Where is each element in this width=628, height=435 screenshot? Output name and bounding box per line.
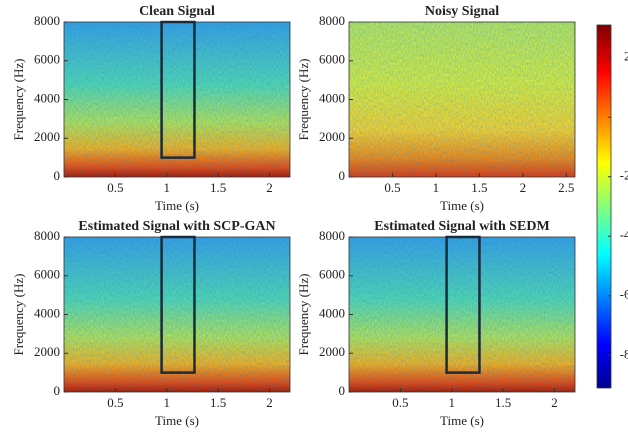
spectrogram-texture: [64, 237, 290, 392]
panel-title: Estimated Signal with SEDM: [374, 219, 549, 234]
x-tick-label: 2: [266, 180, 273, 195]
x-tick-label: 2: [520, 180, 527, 195]
colorbar-tick-label: -20: [620, 168, 628, 183]
x-tick-label: 2: [551, 395, 558, 410]
colorbar-tick-label: -60: [620, 287, 628, 302]
colorbar: [596, 24, 612, 389]
x-tick-label: 2.5: [558, 180, 574, 195]
y-tick-label: 0: [339, 383, 346, 398]
x-tick-label: 1: [163, 395, 170, 410]
y-tick-label: 2000: [34, 129, 60, 144]
y-tick-label: 8000: [34, 13, 60, 28]
y-tick-label: 0: [54, 168, 61, 183]
x-tick-label: 1.5: [471, 180, 487, 195]
panel-title: Estimated Signal with SCP-GAN: [78, 219, 275, 234]
y-tick-label: 4000: [34, 305, 60, 320]
y-tick-label: 8000: [34, 228, 60, 243]
highlight-box: [160, 235, 196, 374]
y-tick-label: 8000: [319, 228, 345, 243]
x-tick-label: 1: [433, 180, 440, 195]
panel-title: Clean Signal: [139, 4, 215, 19]
y-tick-label: 2000: [319, 344, 345, 359]
y-tick-label: 8000: [319, 13, 345, 28]
y-tick-label: 2000: [319, 129, 345, 144]
x-axis-label: Time (s): [155, 413, 199, 428]
x-tick-label: 1.5: [210, 395, 226, 410]
x-tick-label: 1.5: [495, 395, 511, 410]
y-axis-label: Frequency (Hz): [11, 274, 26, 356]
highlight-box: [445, 235, 481, 374]
x-tick-label: 2: [266, 395, 273, 410]
y-axis-label: Frequency (Hz): [11, 59, 26, 141]
y-tick-label: 4000: [319, 305, 345, 320]
spectrogram-texture: [64, 22, 290, 177]
colorbar-tick-label: -80: [620, 346, 628, 361]
y-tick-label: 6000: [319, 267, 345, 282]
x-axis-label: Time (s): [155, 198, 199, 213]
y-tick-label: 2000: [34, 344, 60, 359]
x-tick-label: 0.5: [107, 395, 123, 410]
x-tick-label: 1.5: [210, 180, 226, 195]
x-tick-label: 0.5: [107, 180, 123, 195]
y-axis-label: Frequency (Hz): [296, 59, 311, 141]
y-tick-label: 6000: [34, 52, 60, 67]
y-axis-label: Frequency (Hz): [296, 274, 311, 356]
spectrogram-texture: [349, 237, 575, 392]
highlight-box: [160, 20, 196, 159]
y-tick-label: 6000: [319, 52, 345, 67]
x-tick-label: 1: [448, 395, 455, 410]
panel-title: Noisy Signal: [425, 4, 499, 19]
spectrogram-texture: [349, 22, 575, 177]
x-axis-label: Time (s): [440, 413, 484, 428]
y-tick-label: 4000: [34, 90, 60, 105]
x-tick-label: 1: [163, 180, 170, 195]
colorbar-tick-label: 20: [624, 49, 628, 64]
colorbar-tick-label: -40: [620, 227, 628, 242]
y-tick-label: 6000: [34, 267, 60, 282]
y-tick-label: 0: [54, 383, 61, 398]
y-tick-label: 0: [339, 168, 346, 183]
x-tick-label: 0.5: [384, 180, 400, 195]
x-tick-label: 0.5: [392, 395, 408, 410]
x-axis-label: Time (s): [440, 198, 484, 213]
y-tick-label: 4000: [319, 90, 345, 105]
